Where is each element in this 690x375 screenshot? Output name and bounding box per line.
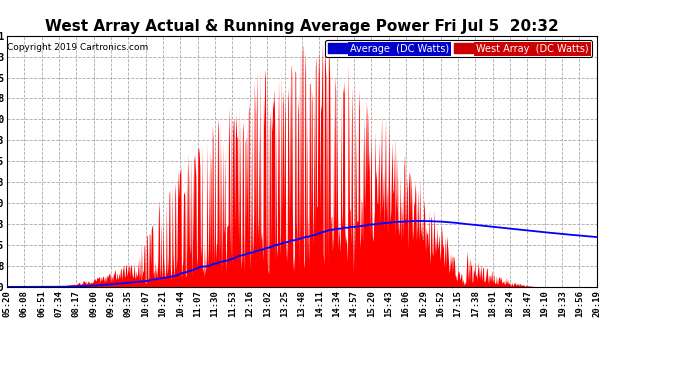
Title: West Array Actual & Running Average Power Fri Jul 5  20:32: West Array Actual & Running Average Powe… [45, 20, 559, 34]
Legend: Average  (DC Watts), West Array  (DC Watts): Average (DC Watts), West Array (DC Watts… [325, 40, 592, 57]
Text: Copyright 2019 Cartronics.com: Copyright 2019 Cartronics.com [8, 43, 149, 52]
